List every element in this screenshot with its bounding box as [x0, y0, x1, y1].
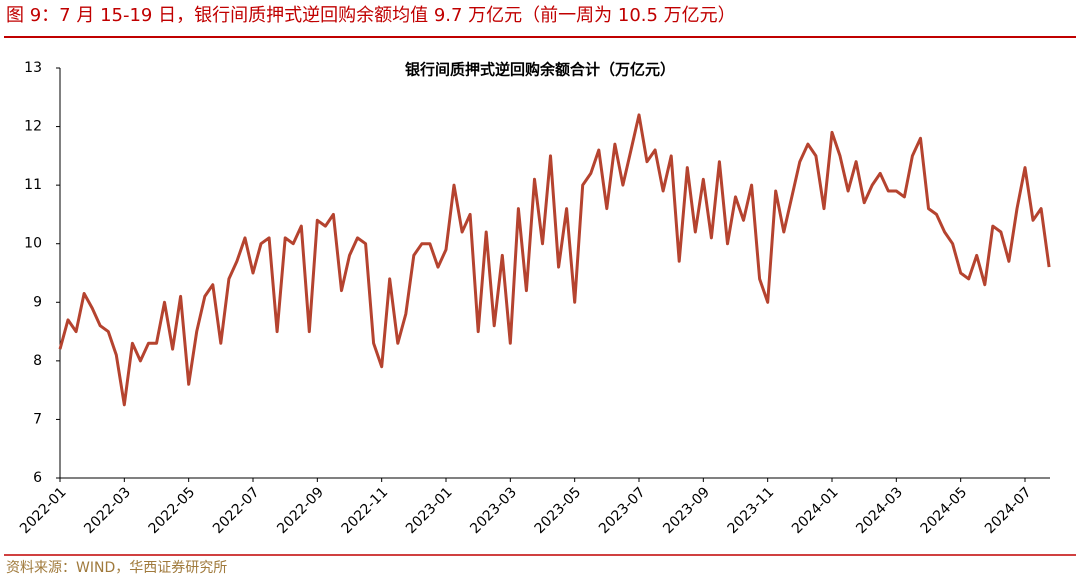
y-tick-label: 6 — [33, 470, 42, 486]
y-tick-label: 7 — [33, 411, 42, 427]
x-tick-label: 2023-01 — [403, 484, 456, 537]
x-tick-label: 2023-05 — [532, 484, 585, 537]
y-tick-label: 11 — [24, 177, 42, 193]
figure-title: 图 9：7 月 15-19 日，银行间质押式逆回购余额均值 9.7 万亿元（前一… — [6, 5, 736, 26]
x-tick-label: 2024-07 — [982, 484, 1035, 537]
x-tick-label: 2022-03 — [81, 484, 134, 537]
y-tick-label: 9 — [33, 294, 42, 310]
y-tick-label: 12 — [24, 119, 42, 135]
source: 资料来源：WIND，华西证券研究所 — [6, 560, 227, 576]
x-tick-label: 2023-11 — [725, 484, 778, 537]
y-tick-label: 10 — [24, 236, 42, 252]
x-tick-label: 2022-05 — [146, 484, 199, 537]
chart-title: 银行间质押式逆回购余额合计（万亿元） — [405, 61, 675, 79]
x-tick-label: 2024-01 — [789, 484, 842, 537]
x-tick-label: 2024-05 — [918, 484, 971, 537]
data-line — [58, 113, 1051, 407]
x-tick-label: 2023-03 — [467, 484, 520, 537]
x-tick-label: 2022-09 — [274, 484, 327, 537]
x-tick-label: 2022-01 — [17, 484, 70, 537]
x-tick-label: 2022-11 — [339, 484, 392, 537]
y-tick-label: 13 — [24, 60, 42, 76]
x-tick-label: 2024-03 — [853, 484, 906, 537]
x-tick-label: 2022-07 — [210, 484, 263, 537]
x-tick-label: 2023-09 — [660, 484, 713, 537]
y-tick-label: 8 — [33, 353, 42, 369]
x-tick-label: 2023-07 — [596, 484, 649, 537]
